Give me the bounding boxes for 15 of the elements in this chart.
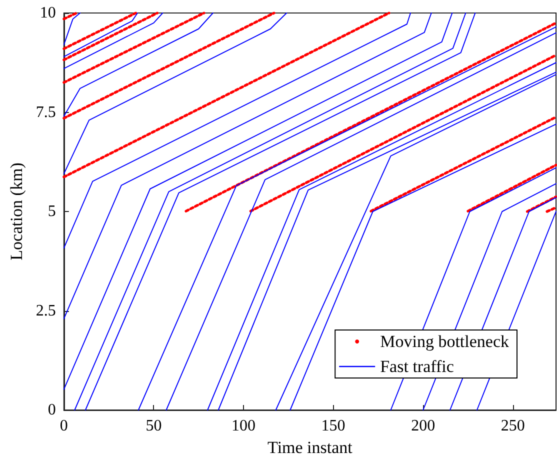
legend-label: Moving bottleneck xyxy=(380,332,510,351)
x-tick-label: 150 xyxy=(321,418,346,434)
legend-label: Fast traffic xyxy=(380,357,454,376)
x-tick-label: 50 xyxy=(146,418,162,434)
y-axis-title: Location (km) xyxy=(7,162,26,260)
y-tick-label: 5 xyxy=(48,203,56,220)
y-tick-label: 2.5 xyxy=(36,302,56,320)
x-tick-label: 0 xyxy=(60,418,68,434)
y-tick-label: 10 xyxy=(40,4,56,22)
y-tick-label: 7.5 xyxy=(36,104,56,121)
x-tick-label: 200 xyxy=(411,418,436,434)
x-tick-label: 250 xyxy=(500,418,525,434)
x-axis-title: Time instant xyxy=(268,438,353,457)
y-tick-label: 0 xyxy=(48,402,56,418)
x-tick-label: 100 xyxy=(232,418,256,434)
